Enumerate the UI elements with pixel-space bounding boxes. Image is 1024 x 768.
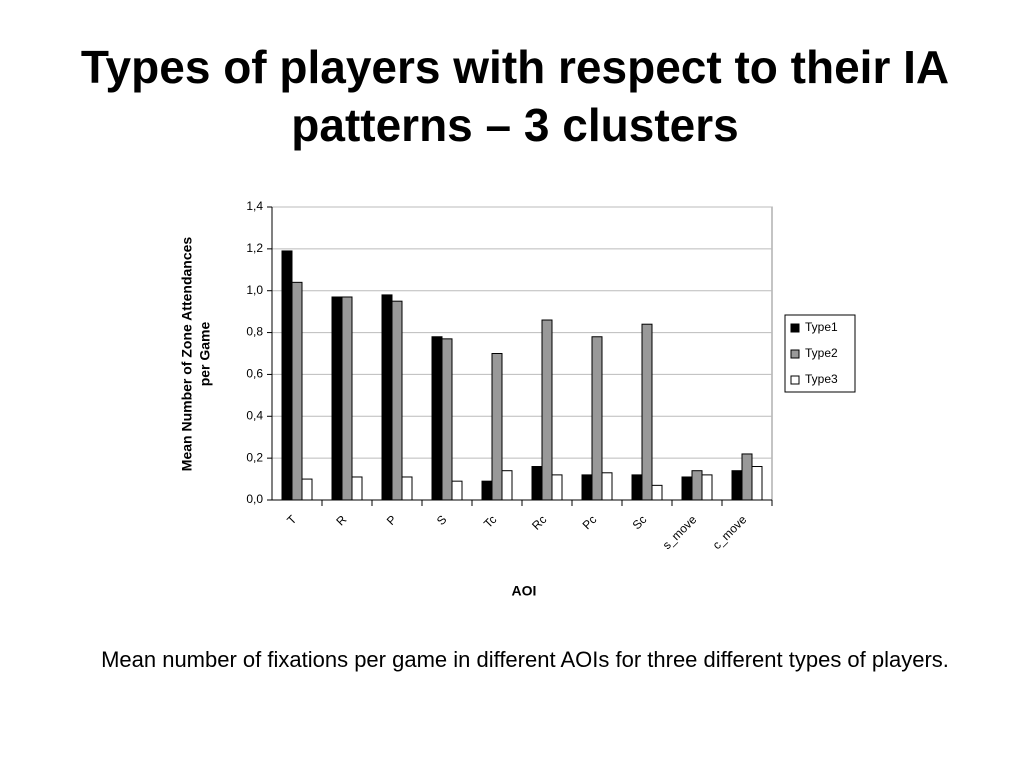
- x-tick-label: Sc: [630, 512, 650, 532]
- legend-label: Type1: [805, 320, 838, 334]
- y-tick-label: 0,2: [246, 450, 263, 464]
- x-tick-label: P: [384, 512, 400, 528]
- bar: [341, 296, 353, 501]
- slide-title: Types of players with respect to their I…: [80, 41, 950, 151]
- x-tick-label: c_move: [710, 512, 750, 552]
- x-tick-label: s_move: [660, 512, 700, 552]
- bar: [281, 250, 293, 501]
- bar: [601, 472, 613, 501]
- legend-swatch: [790, 349, 800, 359]
- plot-area: [271, 206, 773, 501]
- y-axis-title: per Game: [197, 321, 213, 386]
- y-tick-label: 1,0: [246, 283, 263, 297]
- x-tick-label: Tc: [481, 512, 499, 530]
- y-tick-label: 0,0: [246, 492, 263, 506]
- bar: [731, 470, 743, 501]
- bar: [681, 476, 693, 501]
- bar: [331, 296, 343, 501]
- bar: [351, 476, 363, 501]
- bar: [641, 323, 653, 501]
- x-tick-label: Rc: [529, 512, 549, 532]
- legend-label: Type3: [805, 372, 838, 386]
- x-tick-label: Pc: [580, 512, 600, 532]
- bar: [291, 281, 303, 501]
- bar: [441, 338, 453, 501]
- x-tick-label: R: [333, 512, 349, 528]
- legend-swatch: [790, 375, 800, 385]
- bar: [691, 470, 703, 501]
- y-tick-label: 0,8: [246, 325, 263, 339]
- x-tick-label: T: [284, 512, 300, 528]
- y-tick-label: 0,4: [246, 408, 263, 422]
- bar: [651, 484, 663, 501]
- bar: [481, 480, 493, 501]
- bar: [751, 466, 763, 501]
- x-tick-label: S: [434, 512, 450, 528]
- legend-swatch: [790, 323, 800, 333]
- bar: [551, 474, 563, 501]
- bar: [631, 474, 643, 501]
- caption: Mean number of fixations per game in dif…: [101, 647, 949, 672]
- bar: [301, 478, 313, 501]
- bar: [381, 294, 393, 501]
- bar: [741, 453, 753, 501]
- bar: [581, 474, 593, 501]
- bar: [591, 336, 603, 501]
- bar: [391, 300, 403, 501]
- bar: [491, 353, 503, 501]
- x-axis-title: AOI: [512, 583, 537, 599]
- bar: [431, 336, 443, 501]
- y-tick-label: 0,6: [246, 367, 263, 381]
- y-tick-label: 1,4: [246, 199, 263, 213]
- bar: [701, 474, 713, 501]
- bar: [541, 319, 553, 501]
- bar: [451, 480, 463, 501]
- legend-label: Type2: [805, 346, 838, 360]
- bar: [531, 466, 543, 501]
- y-axis-title: Mean Number of Zone Attendances: [179, 237, 195, 472]
- y-tick-label: 1,2: [246, 241, 263, 255]
- bar: [501, 470, 513, 501]
- bar: [401, 476, 413, 501]
